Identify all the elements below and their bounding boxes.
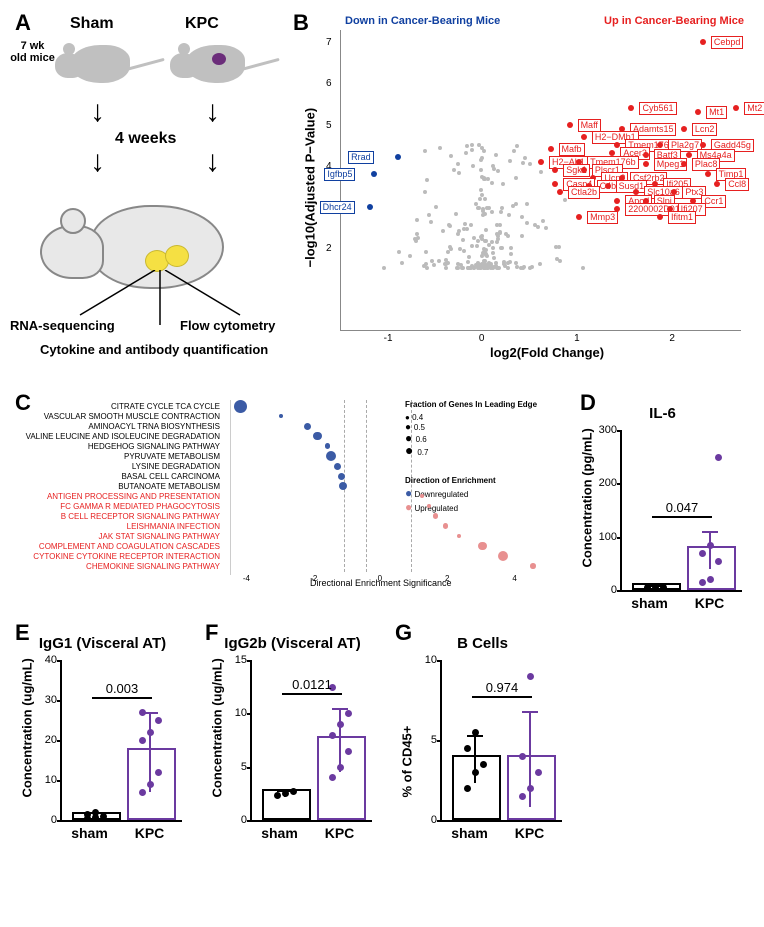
b-xlabel: log2(Fold Change) <box>490 345 604 360</box>
output-cytokine: Cytokine and antibody quantification <box>40 342 268 357</box>
pathway-label: CITRATE CYCLE TCA CYCLE <box>10 402 220 412</box>
gene-label: Rrad <box>348 151 374 164</box>
title-up: Up in Cancer-Bearing Mice <box>604 15 744 27</box>
volcano-plot-area: -1012234567CebpdMt2Mt1Cyb561Lcn2MaffAdam… <box>340 30 741 331</box>
chart-plot: 0102030400.003shamKPC <box>60 660 182 822</box>
sham-label: Sham <box>70 15 114 33</box>
pathway-label: JAK STAT SIGNALING PATHWAY <box>10 532 220 542</box>
arrow-icon: ↓ <box>90 95 105 129</box>
output-flow: Flow cytometry <box>180 318 275 333</box>
gene-label: Mafb <box>559 143 585 156</box>
title-down: Down in Cancer-Bearing Mice <box>345 15 500 27</box>
pathway-label: B CELL RECEPTOR SIGNALING PATHWAY <box>10 512 220 522</box>
figure: A Sham KPC 7 wkold mice ↓ ↓ 4 weeks ↓ ↓ … <box>10 10 754 910</box>
pathway-label: AMINOACYL TRNA BIOSYNTHESIS <box>10 422 220 432</box>
gene-label: Igfbp5 <box>324 168 355 181</box>
panel-a: Sham KPC 7 wkold mice ↓ ↓ 4 weeks ↓ ↓ RN… <box>10 10 280 360</box>
gene-label: Mmp3 <box>587 211 618 224</box>
gene-label: Ccl8 <box>725 178 749 191</box>
panel-b-volcano: Down in Cancer-Bearing Mice Up in Cancer… <box>290 10 754 370</box>
c-legend-size: Fraction of Genes In Leading Edge ● 0.4 … <box>405 400 537 458</box>
gene-label: Cebpd <box>711 36 744 49</box>
chart-title: B Cells <box>395 635 570 652</box>
pathway-label: CYTOKINE CYTOKINE RECEPTOR INTERACTION <box>10 552 220 562</box>
chart-title: IgG2b (Visceral AT) <box>205 635 380 652</box>
chart-plot: 01002003000.047shamKPC <box>620 430 742 592</box>
kpc-label: KPC <box>185 15 219 33</box>
pathway-label: PYRUVATE METABOLISM <box>10 452 220 462</box>
chart-plot: 05100.974shamKPC <box>440 660 562 822</box>
b-ylabel: −log10(Adjusted P−Value) <box>303 108 318 268</box>
arrow-icon: ↓ <box>90 145 105 179</box>
gene-label: Maff <box>578 119 601 132</box>
gene-label: Ifitm1 <box>668 211 696 224</box>
gene-label: Lcn2 <box>692 123 718 136</box>
pathway-label: ANTIGEN PROCESSING AND PRESENTATION <box>10 492 220 502</box>
age-label: 7 wkold mice <box>10 40 55 64</box>
pathway-label: FC GAMMA R MEDIATED PHAGOCYTOSIS <box>10 502 220 512</box>
pathway-label: COMPLEMENT AND COAGULATION CASCADES <box>10 542 220 552</box>
panel-e-igg1: IgG1 (Visceral AT) Concentration (ug/mL)… <box>15 635 190 840</box>
pathway-label: LEISHMANIA INFECTION <box>10 522 220 532</box>
output-rnaseq: RNA-sequencing <box>10 318 115 333</box>
kpc-mouse-icon <box>170 35 260 90</box>
pathway-label: BUTANOATE METABOLISM <box>10 482 220 492</box>
gene-label: Mt1 <box>706 106 727 119</box>
panel-c-enrichment: Directional Enrichment Significance Frac… <box>10 390 570 590</box>
pathway-label: VALINE LEUCINE AND ISOLEUCINE DEGRADATIO… <box>10 432 220 442</box>
gene-label: Susd1 <box>616 180 648 193</box>
c-legend-color: Direction of Enrichment ● Downregulated … <box>405 475 496 515</box>
pathway-label: CHEMOKINE SIGNALING PATHWAY <box>10 562 220 572</box>
arrow-icon: ↓ <box>205 95 220 129</box>
pathway-label: BASAL CELL CARCINOMA <box>10 472 220 482</box>
gene-label: Ctla2b <box>568 186 600 199</box>
pathway-label: VASCULAR SMOOTH MUSCLE CONTRACTION <box>10 412 220 422</box>
chart-ylabel: Concentration (pg/mL) <box>580 428 595 567</box>
gene-label: Dhcr24 <box>320 201 355 214</box>
gene-label: Cyb561 <box>639 102 676 115</box>
arrow-icon: ↓ <box>205 145 220 179</box>
duration-label: 4 weeks <box>115 130 176 148</box>
panel-f-igg2b: IgG2b (Visceral AT) Concentration (ug/mL… <box>205 635 380 840</box>
panel-g-bcells: B Cells % of CD45+ 05100.974shamKPC <box>395 635 570 840</box>
sham-mouse-icon <box>55 35 145 90</box>
panel-d-il6: IL-6 Concentration (pg/mL) 01002003000.0… <box>575 405 750 610</box>
pathway-label: HEDGEHOG SIGNALING PATHWAY <box>10 442 220 452</box>
pathway-label: LYSINE DEGRADATION <box>10 462 220 472</box>
gene-label: Mt2 <box>744 102 764 115</box>
chart-ylabel: Concentration (ug/mL) <box>210 658 225 797</box>
chart-title: IgG1 (Visceral AT) <box>15 635 190 652</box>
chart-plot: 0510150.0121shamKPC <box>250 660 372 822</box>
chart-title: IL-6 <box>575 405 750 422</box>
